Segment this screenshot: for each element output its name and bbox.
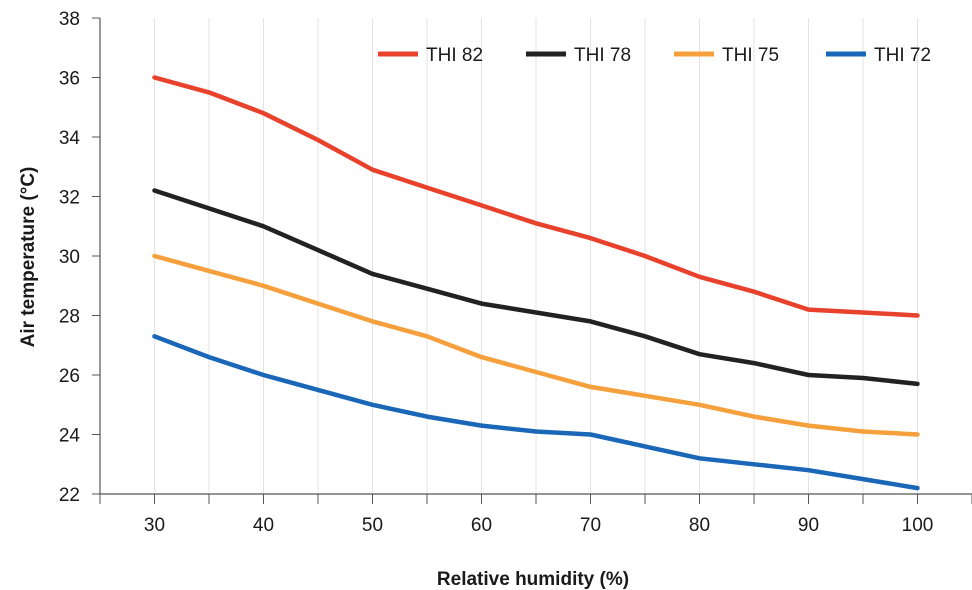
- x-tick-label: 70: [580, 515, 601, 536]
- y-tick-label: 36: [59, 69, 80, 90]
- x-tick-label: 80: [689, 515, 710, 536]
- y-tick-label: 28: [59, 307, 80, 328]
- legend-item-thi-82: THI 82: [378, 45, 483, 66]
- x-tick-label: 60: [471, 515, 492, 536]
- legend: THI 82 THI 78 THI 75 THI 72: [378, 45, 931, 66]
- x-axis-title: Relative humidity (%): [437, 569, 629, 590]
- x-tick-label: 100: [902, 515, 934, 536]
- x-tick-label: 50: [362, 515, 383, 536]
- y-tick-label: 24: [59, 426, 81, 447]
- x-tick-label: 90: [798, 515, 819, 536]
- legend-item-thi-78: THI 78: [526, 45, 631, 66]
- legend-label: THI 82: [426, 45, 483, 66]
- x-tick-label: 30: [144, 515, 165, 536]
- tick-labels: 30 40 50 60 70 80 90 100 22 24 26 28 30 32 34 36 38: [59, 9, 933, 536]
- y-tick-label: 22: [59, 485, 80, 506]
- legend-item-thi-75: THI 75: [674, 45, 779, 66]
- series-lines: [152, 75, 920, 491]
- legend-label: THI 75: [722, 45, 779, 66]
- y-tick-label: 38: [59, 9, 80, 30]
- legend-item-thi-72: THI 72: [826, 45, 931, 66]
- series-line-thi-72: [152, 334, 920, 491]
- y-tick-label: 32: [59, 188, 80, 209]
- grid: [154, 18, 918, 494]
- legend-label: THI 72: [874, 45, 931, 66]
- x-tick-label: 40: [253, 515, 274, 536]
- y-tick-label: 34: [59, 128, 81, 149]
- legend-label: THI 78: [574, 45, 631, 66]
- y-axis-title: Air temperature (°C): [18, 167, 39, 348]
- y-tick-label: 30: [59, 247, 80, 268]
- series-line-thi-78: [152, 188, 920, 387]
- axes: [92, 17, 972, 504]
- series-line-thi-75: [152, 253, 920, 437]
- y-tick-label: 26: [59, 366, 80, 387]
- series-line-thi-82: [152, 75, 920, 318]
